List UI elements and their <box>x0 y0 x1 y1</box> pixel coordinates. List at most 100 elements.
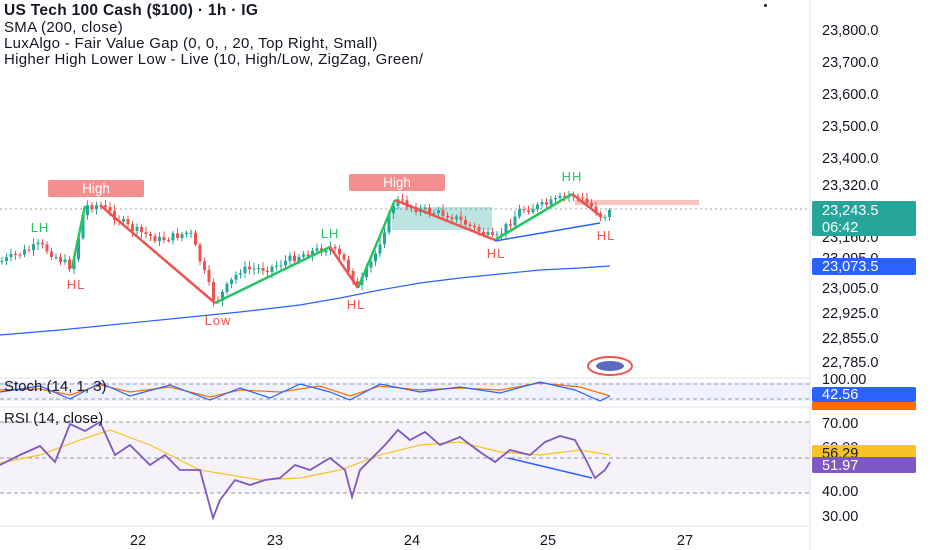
candle-body <box>288 255 292 261</box>
hl-label-4: HL <box>597 228 616 243</box>
svg-text:23,073.5: 23,073.5 <box>822 259 878 275</box>
candle-body <box>351 270 355 282</box>
candle-body <box>536 204 539 209</box>
candle-body <box>158 237 161 242</box>
candle-body <box>68 259 71 270</box>
symbol-title[interactable]: US Tech 100 Cash ($100) · 1h · IG <box>4 2 259 19</box>
zigzag-lines <box>70 192 603 305</box>
candle-body <box>396 199 400 206</box>
candle-body <box>257 268 260 270</box>
hh-label: HH <box>562 169 583 184</box>
candle-body <box>252 268 256 270</box>
candle-body <box>95 205 98 210</box>
stoch-k-badge: 42.56 <box>812 387 916 403</box>
candle-body <box>468 224 472 226</box>
candle-body <box>225 283 229 292</box>
candle-body <box>198 244 202 262</box>
sma-price-badge: 23,073.5 <box>812 258 916 275</box>
rsi-tick: 70.00 <box>822 416 858 432</box>
candle-body <box>50 251 53 258</box>
candle-body <box>279 265 283 267</box>
stoch-label[interactable]: Stoch (14, 1, 3) <box>4 378 107 395</box>
rsi-pane[interactable] <box>0 420 810 521</box>
rsi-line <box>0 420 611 521</box>
tradingview-logo-icon <box>587 356 633 376</box>
candle-body <box>162 237 166 241</box>
stoch-d-line <box>0 382 611 398</box>
candle-body <box>0 261 4 263</box>
candle-body <box>315 248 319 251</box>
candle-body <box>32 244 35 251</box>
candle-body <box>432 213 436 215</box>
candle-body <box>63 259 67 262</box>
candle-body <box>531 208 535 212</box>
candle-body <box>135 226 139 231</box>
candle-body <box>482 231 485 235</box>
candle-body <box>401 199 404 201</box>
price-axis[interactable]: 23,800.0 23,700.0 23,600.0 23,500.0 23,4… <box>812 23 916 371</box>
indicator-fvg-label[interactable]: LuxAlgo - Fair Value Gap (0, 0, , 20, To… <box>4 35 378 52</box>
rsi-tick: 40.00 <box>822 484 858 500</box>
indicator-hhll-label[interactable]: Higher High Lower Low - Live (10, High/L… <box>4 51 424 68</box>
candle-body <box>230 279 233 284</box>
candle-body <box>590 202 593 207</box>
candle-body <box>446 215 449 218</box>
svg-text:42.56: 42.56 <box>822 387 858 403</box>
rsi-label[interactable]: RSI (14, close) <box>4 410 104 427</box>
rsi-axis[interactable]: 70.00 60.00 40.00 30.00 56.29 51.97 <box>812 416 916 525</box>
candle-body <box>212 282 215 301</box>
candle-body <box>203 261 206 271</box>
time-axis[interactable]: 22 23 24 25 27 <box>130 533 693 549</box>
candle-body <box>437 210 440 214</box>
candle-body <box>347 259 350 271</box>
stoch-axis[interactable]: 100.00 42.56 <box>812 372 916 410</box>
candle-body <box>185 232 188 235</box>
price-tick: 23,600.0 <box>822 87 878 103</box>
price-pane[interactable]: High High Low HL HL HL HL LH LH HH <box>0 169 810 376</box>
candle-body <box>126 219 130 225</box>
stoch-k-line <box>0 381 611 402</box>
candle-body <box>180 234 184 238</box>
rsi-value-badge: 51.97 <box>812 457 916 474</box>
time-label: 25 <box>540 533 556 549</box>
candle-body <box>504 224 508 234</box>
price-tick: 23,320.0 <box>822 178 878 194</box>
candle-body <box>374 253 377 262</box>
more-options-icon[interactable] <box>764 4 767 7</box>
candle-body <box>495 234 499 236</box>
stoch-pane[interactable] <box>0 381 810 402</box>
candle-body <box>356 281 359 285</box>
candle-body <box>477 227 481 232</box>
sma-200-line <box>0 265 611 336</box>
candle-body <box>59 256 62 262</box>
candle-body <box>194 232 197 245</box>
candle-body <box>324 250 328 253</box>
svg-text:06:42: 06:42 <box>822 220 858 236</box>
candle-body <box>54 256 58 258</box>
fair-value-gap-bar <box>575 200 699 205</box>
candle-body <box>608 210 611 217</box>
candle-body <box>18 254 22 256</box>
candle-body <box>144 232 148 235</box>
stoch-tick: 100.00 <box>822 372 866 388</box>
candle-body <box>306 254 310 257</box>
candle-body <box>603 216 607 218</box>
high-badge-1: High <box>48 180 144 197</box>
candle-body <box>297 256 301 262</box>
candle-body <box>428 207 431 214</box>
candle-body <box>81 215 85 239</box>
candle-body <box>455 216 458 220</box>
candle-body <box>104 205 107 208</box>
candle-body <box>545 202 548 205</box>
candle-body <box>270 266 274 273</box>
indicator-sma-label[interactable]: SMA (200, close) <box>4 19 124 36</box>
price-tick: 23,700.0 <box>822 55 878 71</box>
candle-body <box>378 244 382 254</box>
candle-body <box>153 235 157 242</box>
candle-body <box>131 224 134 231</box>
hl-label-3: HL <box>487 246 506 261</box>
price-tick: 23,500.0 <box>822 119 878 135</box>
time-label: 23 <box>267 533 283 549</box>
candle-body <box>266 270 269 273</box>
